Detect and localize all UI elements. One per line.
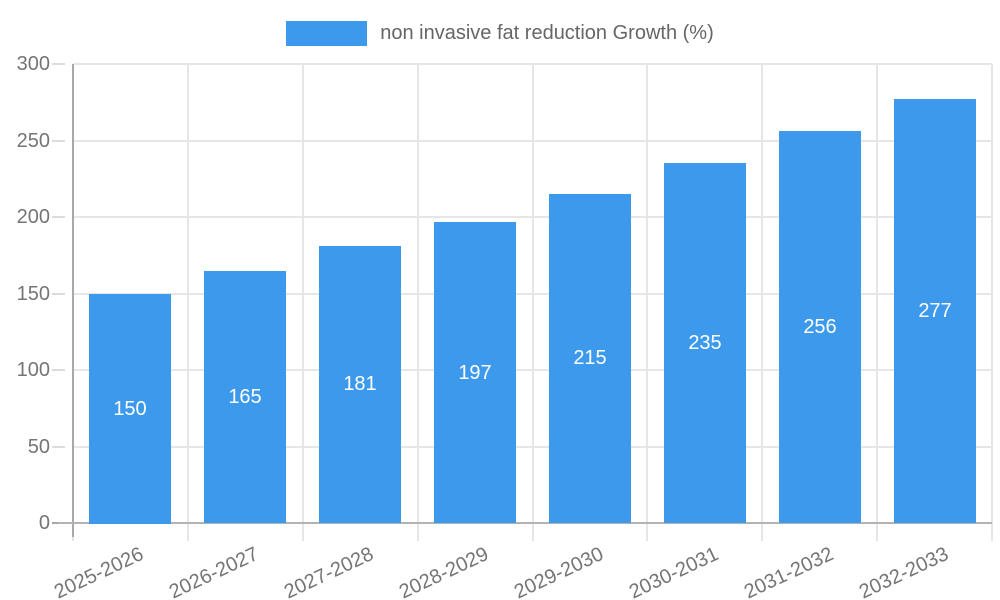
bar-value-label: 181 bbox=[343, 373, 377, 395]
bar[interactable]: 150 bbox=[89, 294, 171, 524]
x-gridline bbox=[876, 64, 878, 541]
bar-value-label: 235 bbox=[688, 332, 722, 354]
x-gridline bbox=[417, 64, 419, 541]
bar-value-label: 150 bbox=[113, 398, 147, 420]
bar[interactable]: 197 bbox=[434, 222, 516, 523]
x-gridline bbox=[761, 64, 763, 541]
y-tick-label: 200 bbox=[16, 206, 50, 228]
x-tick-label: 2030-2031 bbox=[626, 543, 723, 600]
x-tick-label: 2031-2032 bbox=[741, 543, 838, 600]
x-tick-label: 2029-2030 bbox=[511, 543, 608, 600]
y-tick-mark bbox=[52, 369, 65, 371]
bar[interactable]: 165 bbox=[204, 271, 286, 523]
chart-legend[interactable]: non invasive fat reduction Growth (%) bbox=[0, 21, 1000, 46]
legend-swatch bbox=[286, 21, 368, 46]
y-tick-label: 50 bbox=[27, 436, 50, 458]
bar-value-label: 277 bbox=[918, 300, 952, 322]
y-tick-mark bbox=[52, 216, 65, 218]
x-tick-label: 2026-2027 bbox=[166, 543, 263, 600]
bar[interactable]: 181 bbox=[319, 246, 401, 523]
bar[interactable]: 277 bbox=[894, 99, 976, 523]
x-gridline bbox=[302, 64, 304, 541]
bar-value-label: 215 bbox=[573, 347, 607, 369]
y-tick-label: 0 bbox=[38, 512, 50, 534]
y-axis-line bbox=[72, 64, 74, 537]
y-tick-mark bbox=[52, 140, 65, 142]
y-tick-label: 150 bbox=[16, 283, 50, 305]
x-tick-label: 2027-2028 bbox=[281, 543, 378, 600]
y-tick-mark bbox=[52, 63, 65, 65]
x-gridline bbox=[991, 64, 993, 541]
x-tick-label: 2032-2033 bbox=[856, 543, 953, 600]
bar-value-label: 256 bbox=[803, 316, 837, 338]
bar-value-label: 197 bbox=[458, 362, 492, 384]
bar[interactable]: 235 bbox=[664, 163, 746, 523]
y-tick-label: 250 bbox=[16, 130, 50, 152]
legend-label: non invasive fat reduction Growth (%) bbox=[380, 22, 714, 44]
x-gridline bbox=[646, 64, 648, 541]
y-tick-label: 300 bbox=[16, 53, 50, 75]
x-tick-label: 2028-2029 bbox=[396, 543, 493, 600]
bar-value-label: 165 bbox=[228, 386, 262, 408]
x-axis-line bbox=[58, 522, 992, 524]
y-tick-mark bbox=[52, 446, 65, 448]
x-gridline bbox=[187, 64, 189, 541]
bar[interactable]: 215 bbox=[549, 194, 631, 523]
y-tick-mark bbox=[52, 293, 65, 295]
x-gridline bbox=[532, 64, 534, 541]
y-tick-label: 100 bbox=[16, 359, 50, 381]
x-tick-label: 2025-2026 bbox=[51, 543, 148, 600]
bar[interactable]: 256 bbox=[779, 131, 861, 523]
